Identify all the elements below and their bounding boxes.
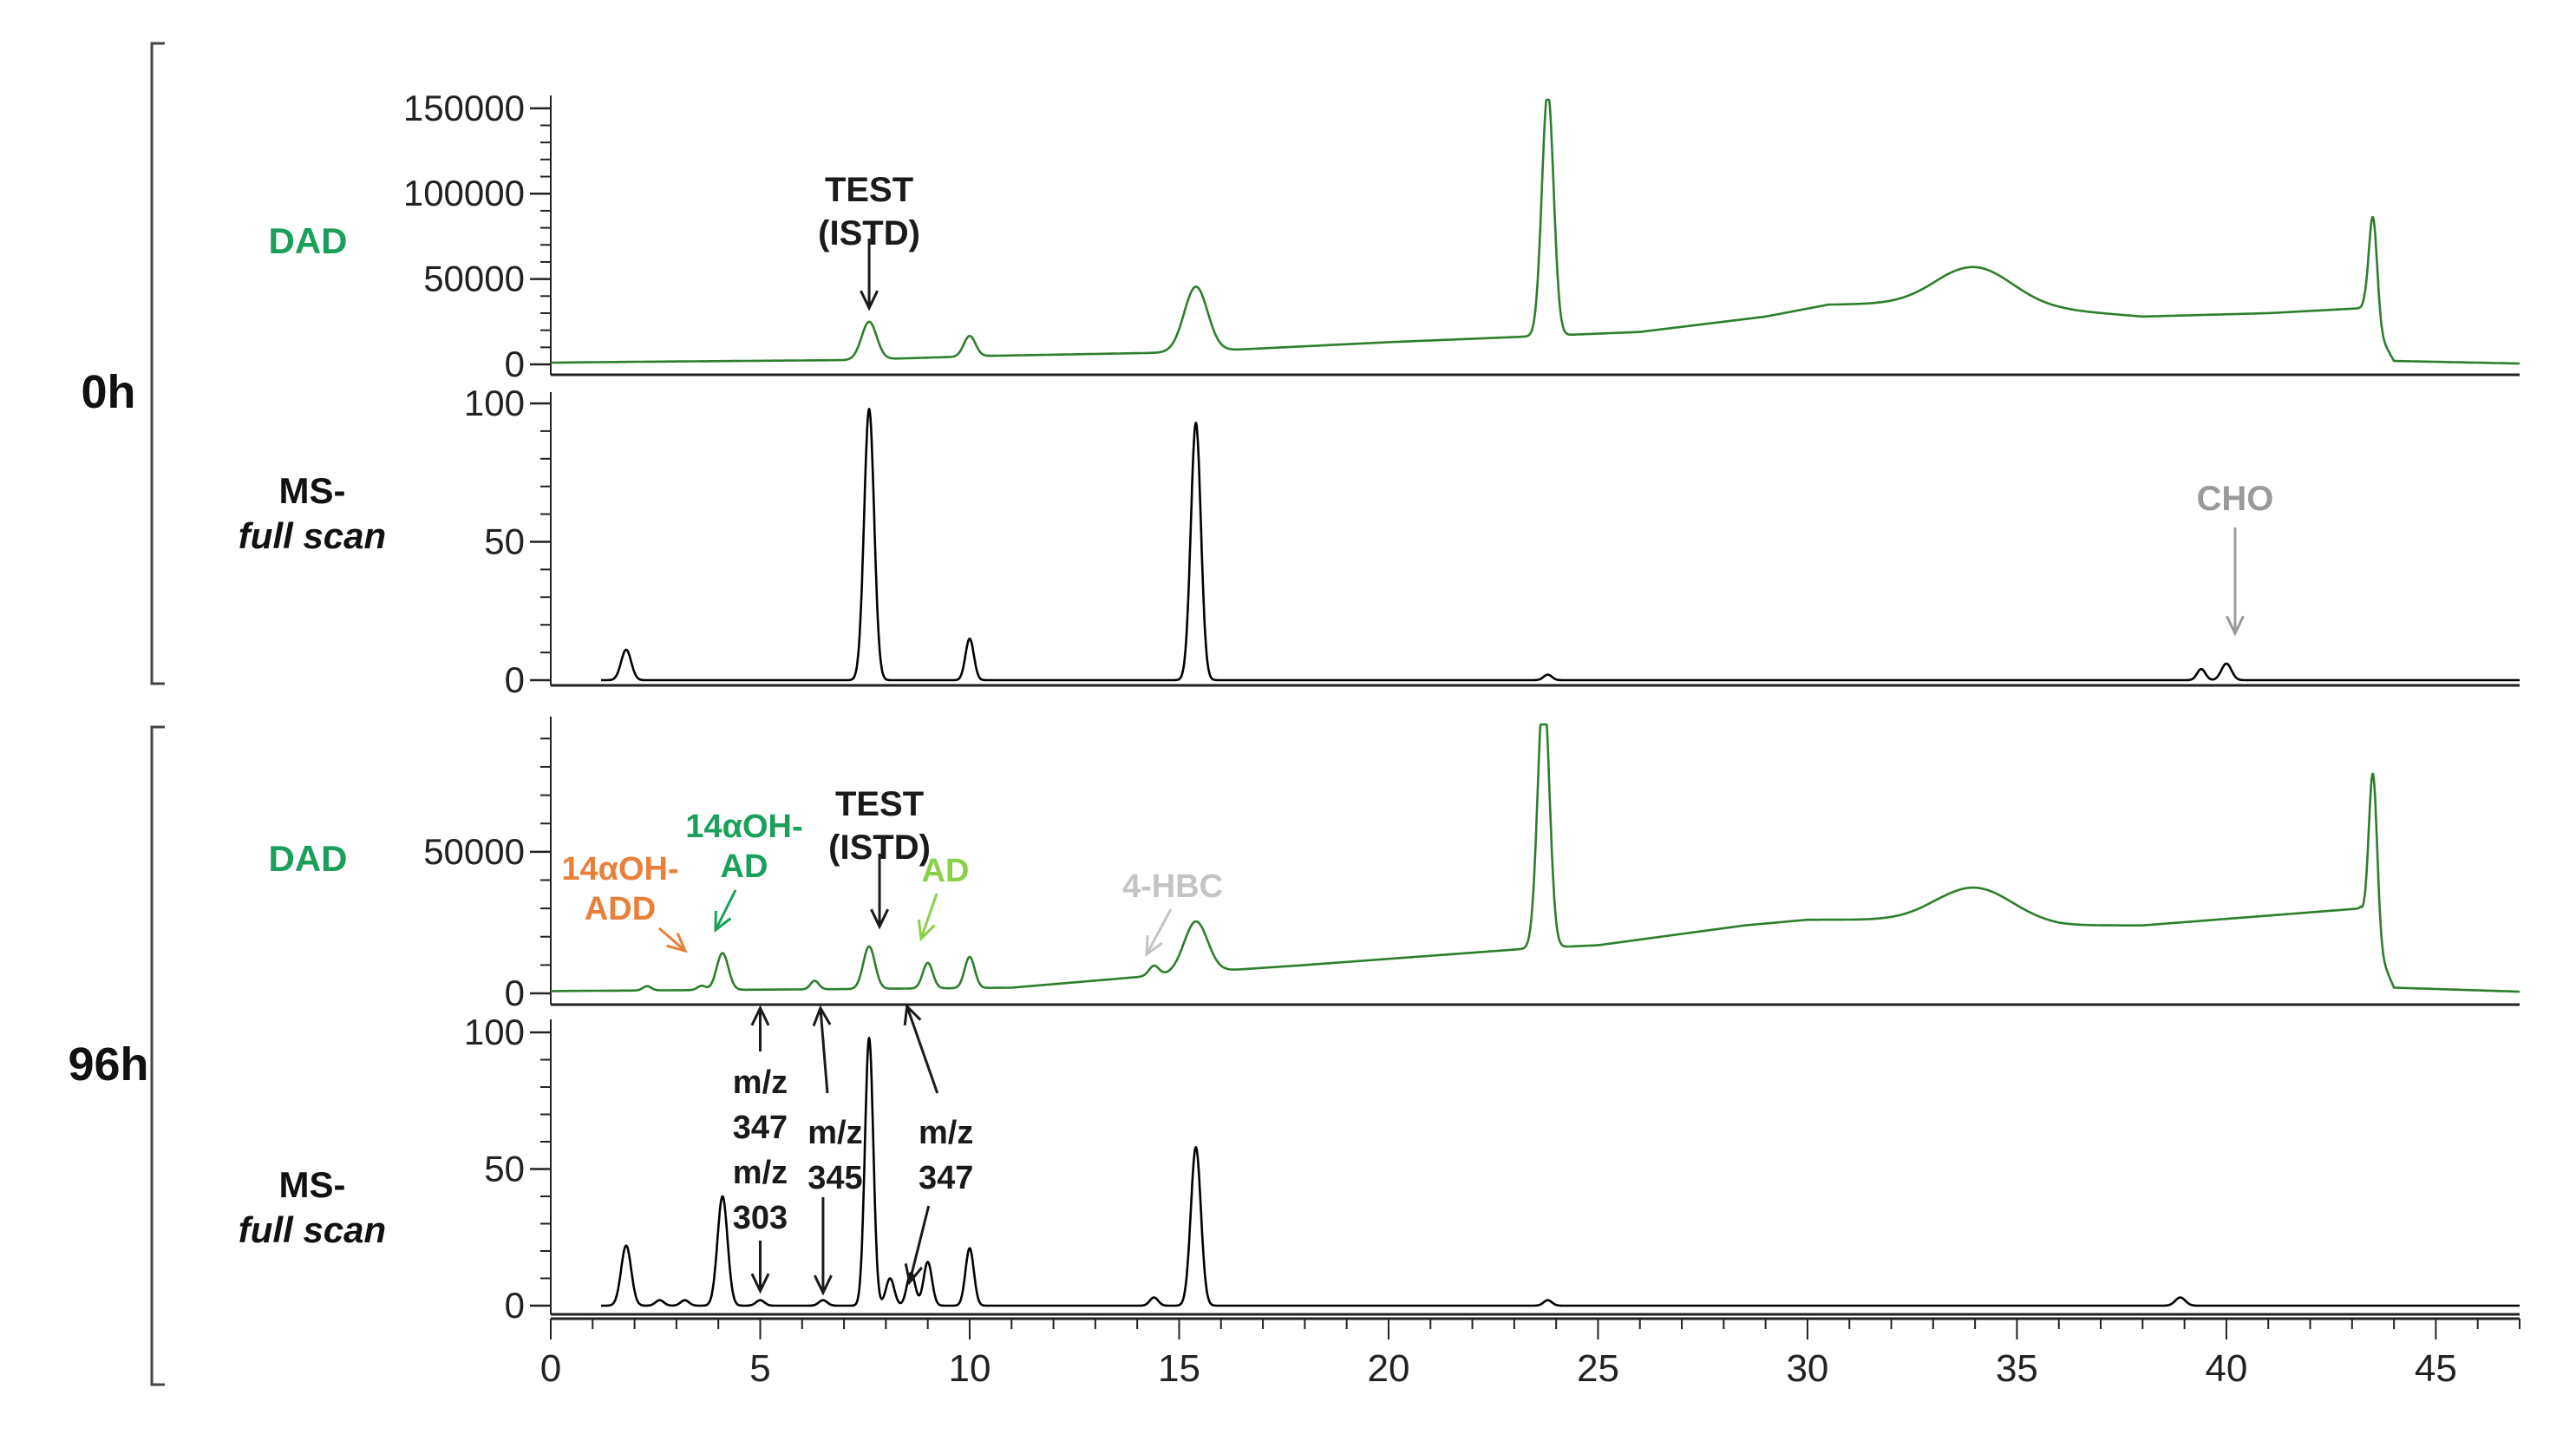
y-tick-label: 50 [484, 1149, 525, 1189]
x-tick-label: 35 [1996, 1347, 2038, 1390]
annotation-label: m/z [919, 1115, 973, 1151]
x-tick-label: 10 [949, 1347, 991, 1390]
trace-ms_0h [600, 408, 2520, 682]
trace-dad_0h [550, 98, 2520, 365]
annotation-label: 4-HBC [1122, 868, 1223, 905]
x-tick-label: 30 [1786, 1347, 1828, 1390]
annotation-label: m/z [807, 1115, 862, 1151]
arrow-cho [2225, 527, 2245, 637]
y-tick-label: 100 [464, 1012, 525, 1052]
arrow-test-istd-96h [870, 854, 889, 930]
x-tick-label: 20 [1367, 1347, 1409, 1390]
group-bracket-96h [150, 725, 165, 1386]
y-tick-label: 0 [505, 1285, 525, 1326]
y-tick-label: 100000 [403, 173, 525, 213]
arrow-mz347-up [750, 1005, 770, 1051]
y-tick-label: 0 [505, 659, 525, 700]
annotation-label: AD [721, 848, 768, 885]
trace-dad_96h [550, 723, 2520, 993]
annotation-label: 345 [807, 1160, 862, 1196]
panel-label-ms-0h: MS- [279, 470, 346, 511]
y-tick-label: 150000 [403, 88, 525, 128]
annotation-label: 14αOH- [685, 809, 802, 845]
x-tick-label: 15 [1158, 1347, 1200, 1390]
panel-label-dad-0h: DAD [269, 220, 348, 261]
annotation-label: ADD [585, 891, 656, 927]
arrow-mz347b-up [903, 1003, 939, 1094]
annotation-label: 347 [919, 1160, 973, 1196]
y-tick-label: 0 [505, 344, 525, 384]
panel-label-dad-96h: DAD [269, 838, 348, 879]
x-tick-label: 45 [2415, 1347, 2457, 1390]
panel-dad_0h: 0 50000 100000 150000 [403, 88, 2520, 384]
arrow-14aoh-add [658, 927, 688, 953]
panel-dad_96h: 0 50000 [423, 717, 2520, 1013]
y-tick-label: 100 [464, 383, 525, 423]
group-label-0h: 0h [81, 366, 135, 418]
annotation-label: 303 [733, 1200, 788, 1236]
group-label-96h: 96h [68, 1038, 148, 1091]
annotation-label: 14αOH- [561, 851, 678, 888]
panel-ms_96h: 0 50 100 0 5 10 15 20 25 30 35 40 45 [464, 1012, 2520, 1390]
group-bracket-0h [150, 42, 165, 685]
panel-label-fullscan-96h: full scan [239, 1209, 386, 1250]
panel-ms_0h: 0 50 100 [464, 383, 2520, 700]
annotation-label: TEST [835, 785, 924, 823]
annotation-label: AD [922, 853, 970, 889]
arrow-mz345-down [814, 1197, 833, 1296]
arrow-mz345-up [812, 1005, 832, 1094]
x-tick-label: 25 [1577, 1347, 1619, 1390]
arrow-ad [917, 893, 938, 942]
x-tick-label: 0 [540, 1347, 561, 1390]
y-tick-label: 0 [505, 973, 525, 1013]
y-tick-label: 50000 [423, 259, 525, 299]
y-tick-label: 50 [484, 521, 525, 562]
panel-label-fullscan-0h: full scan [239, 515, 386, 556]
annotation-label: TEST [825, 171, 913, 209]
annotation-label: CHO [2196, 480, 2273, 518]
y-tick-label: 50000 [423, 831, 525, 872]
x-tick-label: 5 [749, 1347, 770, 1390]
panel-label-ms-96h: MS- [279, 1164, 346, 1205]
arrow-test-istd-0h [860, 239, 879, 311]
arrow-mz347b-down [904, 1205, 931, 1286]
arrow-14aoh-ad [714, 889, 737, 933]
arrow-mz303-down [750, 1241, 770, 1294]
x-tick-label: 40 [2205, 1347, 2247, 1390]
arrow-4-hbc [1145, 908, 1173, 958]
annotation-label: 347 [733, 1110, 788, 1146]
annotation-label: m/z [733, 1155, 788, 1191]
annotation-label: m/z [733, 1064, 788, 1101]
trace-ms_96h [600, 1037, 2520, 1307]
